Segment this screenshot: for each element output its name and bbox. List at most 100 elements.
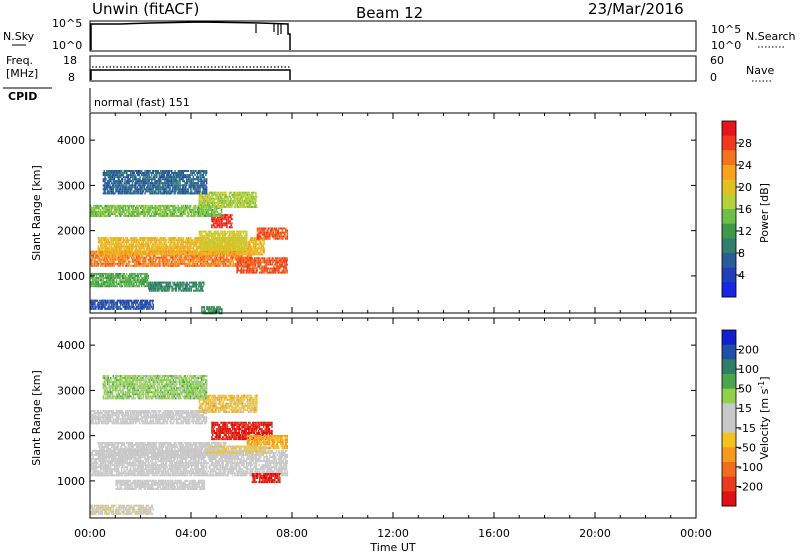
power-cell [99, 247, 101, 249]
power-cell [214, 241, 216, 243]
power-cell [215, 231, 217, 233]
power-cell [215, 192, 217, 194]
power-cell [222, 224, 224, 226]
power-cell [111, 241, 113, 243]
power-cell [119, 209, 121, 211]
power-cell [145, 205, 147, 207]
power-cell [205, 215, 207, 217]
power-cell [161, 288, 163, 290]
nave-tick-bottom: 0 [710, 71, 717, 84]
power-cell [147, 207, 149, 209]
power-cell [187, 209, 189, 211]
power-cell [255, 245, 257, 247]
power-cell [226, 226, 228, 228]
power-cell [110, 257, 112, 259]
power-cell [161, 237, 163, 239]
power-cell [188, 284, 190, 286]
power-cell [153, 259, 155, 261]
power-cell [175, 211, 177, 213]
power-cell [196, 282, 198, 284]
power-cell [273, 238, 275, 240]
power-cell [164, 237, 166, 239]
power-cell [237, 204, 239, 206]
power-cell [229, 235, 231, 237]
power-cell [190, 245, 192, 247]
power-cell [137, 277, 139, 279]
power-cell [219, 224, 221, 226]
power-cell [148, 249, 150, 251]
power-cell [223, 249, 225, 251]
power-cell [261, 261, 263, 263]
power-cell [147, 281, 149, 283]
power-cell [189, 263, 191, 265]
power-cell [215, 245, 217, 247]
power-cell [243, 241, 245, 243]
power-cell [178, 263, 180, 265]
power-cell [225, 241, 227, 243]
power-cell [133, 277, 135, 279]
power-cell [170, 209, 172, 211]
power-cell [158, 286, 160, 288]
power-cell [157, 237, 159, 239]
power-cell [138, 279, 140, 281]
power-cell [236, 249, 238, 251]
power-cell [198, 213, 200, 215]
power-cell [185, 247, 187, 249]
power-cell [180, 245, 182, 247]
power-cell [250, 272, 252, 274]
power-cell [183, 259, 185, 261]
power-cell [149, 252, 151, 254]
power-cell [235, 206, 237, 208]
power-cell [162, 243, 164, 245]
power-cell [175, 247, 177, 249]
power-cell [204, 206, 206, 208]
power-cell [155, 290, 157, 292]
power-cell [101, 259, 103, 261]
power-cell [177, 241, 179, 243]
power-cell [120, 279, 122, 281]
power-cell [222, 216, 224, 218]
power-cell [196, 290, 198, 292]
power-cell [280, 261, 282, 263]
power-cell [167, 245, 169, 247]
power-cell [285, 238, 287, 240]
power-cell [147, 279, 149, 281]
power-cell [191, 259, 193, 261]
power-cell [144, 209, 146, 211]
power-cell [236, 202, 238, 204]
power-cell [101, 283, 103, 285]
power-cell [180, 252, 182, 254]
power-cell [244, 259, 246, 261]
power-cell [143, 259, 145, 261]
power-cell [251, 192, 253, 194]
power-cell [210, 215, 212, 217]
power-cell [108, 239, 110, 241]
power-cell [209, 252, 211, 254]
power-cell [283, 238, 285, 240]
power-cell [243, 264, 245, 266]
power-cell [239, 259, 241, 261]
power-cell [208, 213, 210, 215]
power-cell [216, 233, 218, 235]
power-cell [227, 257, 229, 259]
power-cell [287, 230, 289, 232]
power-cell [172, 213, 174, 215]
power-cell [242, 247, 244, 249]
power-cell [198, 261, 200, 263]
power-cell [146, 249, 148, 251]
power-cell [106, 245, 108, 247]
freq-trace [91, 70, 290, 80]
power-cell [134, 273, 136, 275]
power-cell [244, 231, 246, 233]
power-cell [116, 247, 118, 249]
power-cell [119, 265, 121, 267]
power-cell [137, 243, 139, 245]
power-cell [113, 283, 115, 285]
power-cell [221, 211, 223, 213]
power-cell [217, 259, 219, 261]
power-cell [145, 285, 147, 287]
power-cell [240, 192, 242, 194]
power-cell [111, 245, 113, 247]
power-cell [121, 243, 123, 245]
power-cell [125, 275, 127, 277]
